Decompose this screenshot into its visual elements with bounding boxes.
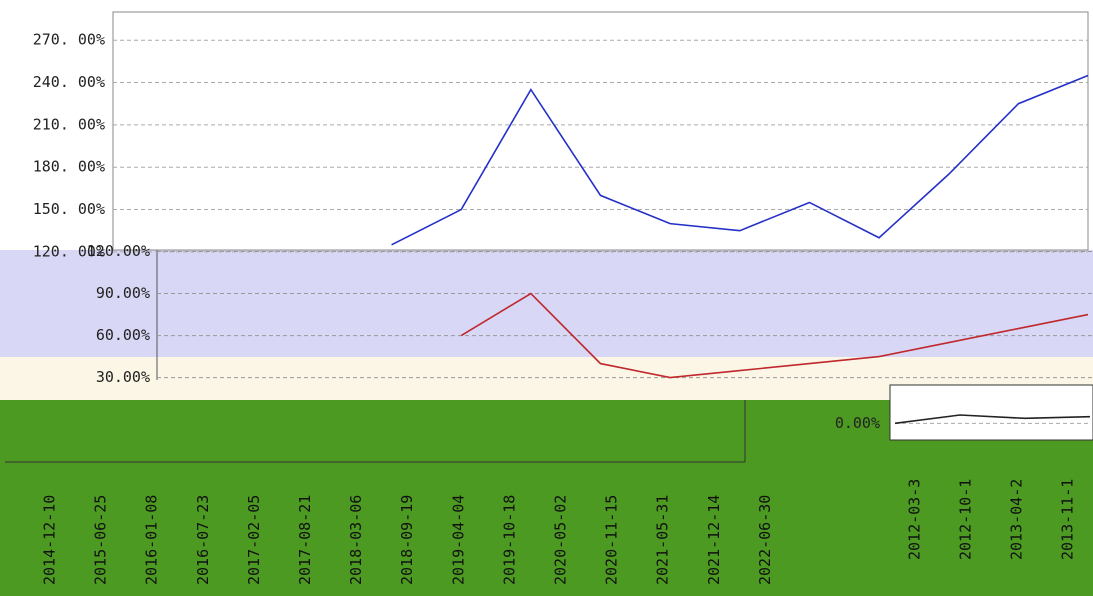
x-tick-label: 2017-08-21 bbox=[296, 495, 314, 585]
x-tick-label: 2020-11-15 bbox=[603, 495, 621, 585]
x-tick-label: 2018-09-19 bbox=[398, 495, 416, 585]
x-tick-label: 2021-12-14 bbox=[705, 495, 723, 585]
y2-tick-label: 30.00% bbox=[96, 368, 150, 386]
y-tick-label: 270. 00% bbox=[33, 31, 105, 49]
x-tick-label: 2021-05-31 bbox=[654, 495, 672, 585]
x-tick-label: 2013-11-1 bbox=[1059, 479, 1077, 560]
x-tick-label: 2012-10-1 bbox=[957, 479, 975, 560]
x-tick-label: 2012-03-3 bbox=[906, 479, 924, 560]
x-tick-label: 2017-02-05 bbox=[245, 495, 263, 585]
x-tick-label: 2018-03-06 bbox=[347, 495, 365, 585]
y-tick-label: 210. 00% bbox=[33, 115, 105, 133]
x-tick-label: 2016-07-23 bbox=[194, 495, 212, 585]
x-tick-label: 2013-04-2 bbox=[1008, 479, 1026, 560]
page: {"chart_data": [ {"type": "line", "categ… bbox=[0, 0, 1093, 596]
x-tick-label: 2020-05-02 bbox=[552, 495, 570, 585]
x-tick-label: 2019-10-18 bbox=[500, 495, 518, 585]
y-tick-label: 0.00% bbox=[835, 414, 880, 432]
y-tick-label: 180. 00% bbox=[33, 158, 105, 176]
overlay-band bbox=[0, 250, 1093, 357]
x-tick-label: 2016-01-08 bbox=[143, 495, 161, 585]
x-tick-label: 2015-06-25 bbox=[92, 495, 110, 585]
y2-tick-label: 120.00% bbox=[87, 242, 150, 260]
mini-frame bbox=[890, 385, 1093, 440]
x-tick-label: 2022-06-30 bbox=[756, 495, 774, 585]
y-tick-label: 150. 00% bbox=[33, 200, 105, 218]
y2-tick-label: 90.00% bbox=[96, 284, 150, 302]
y2-tick-label: 60.00% bbox=[96, 326, 150, 344]
chart: 120. 00%150. 00%180. 00%210. 00%240. 00%… bbox=[0, 0, 1093, 596]
x-tick-label: 2019-04-04 bbox=[449, 495, 467, 585]
y-tick-label: 240. 00% bbox=[33, 73, 105, 91]
x-tick-label: 2014-12-10 bbox=[41, 495, 59, 585]
